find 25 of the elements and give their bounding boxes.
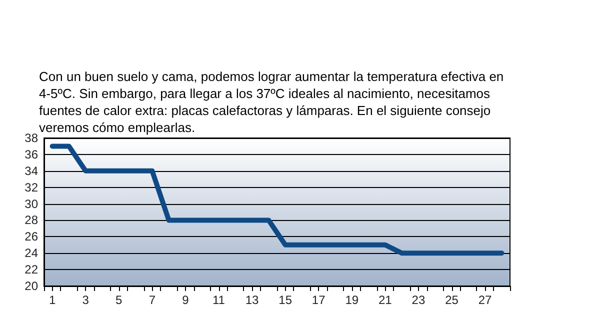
x-tick-label: 9: [182, 293, 190, 307]
x-tick-label: 21: [378, 293, 392, 307]
y-tick-label: 34: [24, 164, 38, 178]
x-tick-label: 17: [312, 293, 326, 307]
chart-title: Con un buen suelo y cama, podemos lograr aumentar la temperatura efectiva en 4-5ºC. Sin embargo, para llegar a los 37ºC ideales al nacimiento, necesitamos fuentes de calor extra: placas calefactoras y lámparas. En el siguiente consejo veremos cómo emplearlas.: [39, 69, 508, 135]
y-tick-label: 30: [24, 196, 38, 211]
y-tick-label: 24: [24, 246, 38, 260]
y-tick-label: 36: [24, 147, 38, 162]
x-tick-label: 25: [445, 293, 459, 307]
y-tick-label: 38: [24, 131, 38, 145]
y-tick-label: 20: [24, 279, 38, 293]
y-tick-label: 26: [24, 230, 38, 244]
x-tick-label: 13: [245, 293, 260, 307]
y-tick-label: 22: [24, 262, 38, 277]
y-tick-label: 28: [24, 213, 38, 228]
x-tick-label: 11: [212, 293, 226, 307]
x-tick-label: 1: [48, 293, 56, 307]
x-tick-label: 27: [478, 293, 492, 307]
x-tick-label: 19: [345, 293, 359, 307]
x-tick-label: 3: [82, 293, 90, 307]
y-tick-label: 32: [24, 180, 38, 194]
x-tick-label: 5: [116, 293, 123, 307]
x-tick-label: 7: [148, 293, 156, 307]
x-tick-label: 23: [412, 293, 426, 307]
x-tick-label: 15: [278, 293, 292, 307]
